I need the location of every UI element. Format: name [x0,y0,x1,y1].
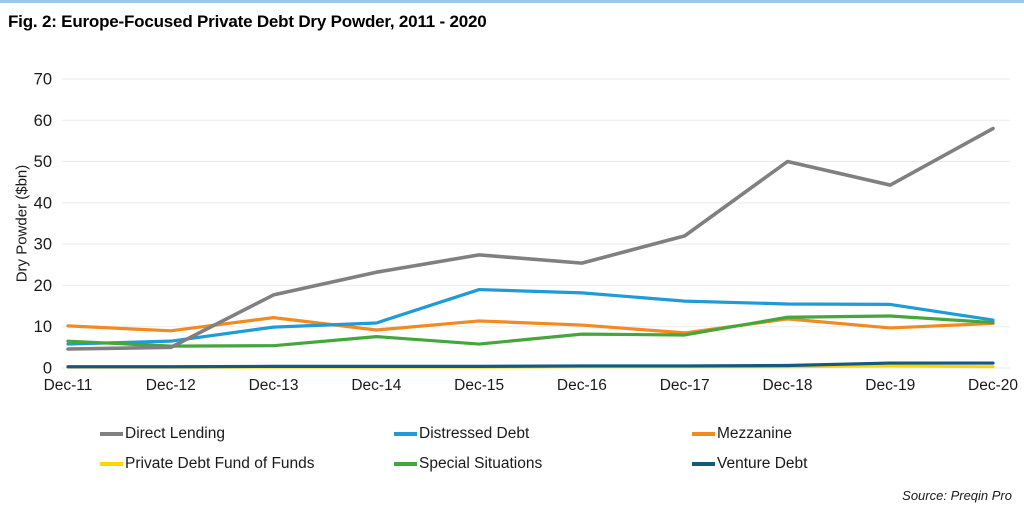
legend-label-venture-debt: Venture Debt [717,455,808,472]
x-tick-label-dec-12: Dec-12 [146,377,196,394]
legend-label-direct-lending: Direct Lending [125,425,225,442]
y-tick-label-50: 50 [34,153,52,171]
y-tick-label-20: 20 [34,277,52,295]
series-line-distressed-debt [66,287,995,346]
legend-swatch-special-situations [394,462,417,466]
y-tick-label-30: 30 [34,236,52,254]
x-tick-label-dec-17: Dec-17 [660,377,710,394]
y-tick-label-60: 60 [34,112,52,130]
x-tick-label-dec-20: Dec-20 [968,377,1018,394]
legend-item-direct-lending: Direct Lending [100,425,225,443]
legend-item-special-situations: Special Situations [394,455,542,473]
legend-item-private-debt-fund-of-funds: Private Debt Fund of Funds [100,455,315,473]
legend-swatch-distressed-debt [394,432,417,436]
legend-item-mezzanine: Mezzanine [692,425,792,443]
legend-item-venture-debt: Venture Debt [692,455,807,473]
x-tick-label-dec-13: Dec-13 [249,377,299,394]
legend-label-private-debt-fund-of-funds: Private Debt Fund of Funds [125,455,315,472]
legend-swatch-venture-debt [692,462,715,466]
source-note: Source: Preqin Pro [902,488,1012,503]
x-tick-label-dec-15: Dec-15 [454,377,504,394]
series-line-mezzanine [66,316,995,335]
x-tick-label-dec-18: Dec-18 [762,377,812,394]
top-accent-rule [0,0,1024,3]
x-tick-label-dec-19: Dec-19 [865,377,915,394]
y-tick-label-70: 70 [34,70,52,88]
line-chart-plot-area: 0 10 20 30 40 50 60 70 Dec-11 Dec-12 Dec-13 Dec-14 D… [34,70,1019,394]
series-line-special-situations [66,314,995,348]
y-tick-label-0: 0 [43,360,52,378]
series-line-direct-lending [66,126,995,351]
x-tick-label-dec-14: Dec-14 [351,377,401,394]
legend-swatch-private-debt-fund-of-funds [100,462,123,466]
legend-label-special-situations: Special Situations [419,455,543,472]
series-line-venture-debt [66,361,995,369]
legend-swatch-direct-lending [100,432,123,436]
legend-swatch-mezzanine [692,432,715,436]
chart-legend: Direct Lending Distressed Debt Mezzanine… [0,0,1024,472]
x-tick-label-dec-11: Dec-11 [44,377,93,394]
y-tick-label-40: 40 [34,194,52,212]
legend-label-distressed-debt: Distressed Debt [419,425,530,442]
legend-item-distressed-debt: Distressed Debt [394,425,529,443]
x-tick-label-dec-16: Dec-16 [557,377,607,394]
chart-title: Fig. 2: Europe-Focused Private Debt Dry … [8,12,487,31]
y-tick-label-10: 10 [34,318,52,336]
legend-label-mezzanine: Mezzanine [717,425,792,442]
